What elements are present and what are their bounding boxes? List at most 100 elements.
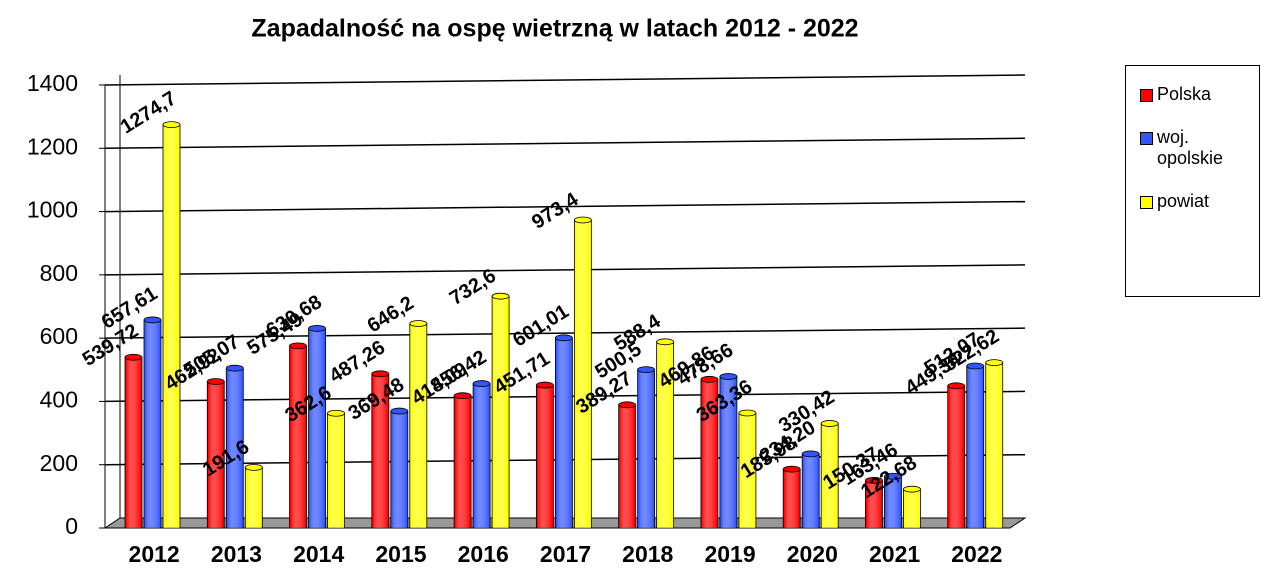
bar-cap [124,353,143,361]
bar-shine [556,337,572,528]
legend-entry: powiat [1140,191,1258,212]
bar-shine [309,328,325,528]
bar-cap [162,121,181,129]
bar-cap [143,316,162,324]
bar-shine [701,379,717,528]
bar-shine [619,404,635,528]
bar-cap [656,338,675,346]
bar-cap [308,325,326,332]
bar-cap [947,382,966,390]
bar-shine [328,413,344,528]
x-tick-label: 2012 [129,541,180,567]
bar-shine [372,373,388,528]
bar-shine [822,423,838,528]
grid-line [104,137,1026,150]
legend-swatch [1140,132,1153,145]
bar-cap [820,420,839,427]
bar-cap [637,366,656,374]
x-tick-label: 2019 [704,541,755,567]
y-tick-label: 400 [40,387,78,413]
grid-line [104,327,1026,339]
bar-cap [618,401,637,409]
grid-line [104,74,1026,86]
y-tick-label: 0 [65,513,78,539]
bar-cap [801,450,820,458]
bar-cap [535,381,554,389]
bar-shine [575,219,591,528]
bar-shine [246,467,262,528]
bar-cap [371,370,390,378]
bar-shine [784,469,800,528]
x-tick-label: 2017 [540,541,591,567]
bar-cap [390,407,409,415]
x-tick-label: 2015 [375,541,426,567]
chart-title: Zapadalność na ospę wietrzną w latach 20… [251,15,858,43]
x-tick-label: 2018 [622,541,673,567]
y-tick-label: 600 [40,323,78,349]
y-tick-label: 1200 [27,133,78,159]
bar-cap [884,472,902,480]
x-tick-label: 2014 [293,541,344,567]
x-tick-label: 2020 [787,541,838,567]
bar-cap [573,216,592,224]
bar-shine [967,365,983,528]
bar-shine [164,124,179,528]
bar-cap [206,378,225,385]
bar-shine [290,345,306,528]
bar-shine [904,489,920,528]
bar-cap [700,375,719,383]
legend-swatch [1140,196,1153,209]
bar-shine [145,319,160,528]
bar-shine [948,385,964,528]
y-tick-label: 1000 [27,197,78,223]
y-tick-label: 1400 [27,70,78,96]
bar-shine [803,453,819,528]
bar-cap [865,477,883,484]
grid-line [104,264,1026,276]
bar-cap [409,320,428,327]
bar-shine [493,296,509,528]
bar-shine [720,376,736,528]
legend: Polska woj. opolskie powiat [1125,65,1260,297]
bar-shine [885,476,901,528]
bar-cap [903,485,921,493]
legend-entry: woj. opolskie [1140,127,1258,169]
x-tick-label: 2016 [458,541,509,567]
bar-cap [472,380,491,387]
bar-shine [227,368,243,528]
legend-entry: Polska [1140,84,1258,105]
bar-shine [455,395,471,528]
legend-label: Polska [1157,84,1212,104]
bar-shine [537,385,553,528]
bar-shine [739,413,755,528]
y-tick-label: 200 [40,450,78,476]
legend-swatch [1140,89,1153,102]
legend-label: powiat [1157,191,1210,211]
grid-line [104,200,1026,213]
bar-shine [126,357,141,528]
bar-cap [719,373,738,380]
bar-cap [244,463,263,471]
bar-cap [554,334,573,342]
legend-label: woj. opolskie [1157,127,1224,168]
bar-shine [638,369,654,528]
bar-cap [985,359,1004,367]
x-tick-label: 2022 [951,541,1002,567]
bar-cap [738,409,757,417]
bar-cap [289,342,307,350]
y-tick-label: 800 [40,260,78,286]
bar-cap [966,362,985,370]
bar-shine [410,323,426,528]
bar-cap [225,364,244,372]
bar-shine [866,480,882,528]
bar-cap [491,292,510,300]
x-tick-label: 2021 [869,541,920,567]
x-tick-label: 2013 [211,541,262,567]
bar-shine [391,411,407,528]
bar-shine [474,383,490,528]
bar-shine [657,341,673,528]
bar-cap [327,409,345,417]
bar-cap [453,392,472,400]
